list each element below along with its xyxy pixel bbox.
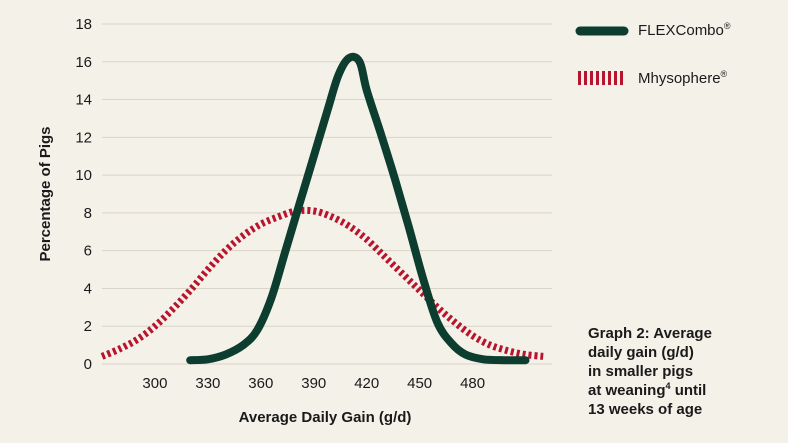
x-tick-label-450: 450 [407, 375, 432, 392]
y-tick-label-6: 6 [84, 243, 92, 260]
y-tick-label-8: 8 [84, 205, 92, 222]
legend-label-flexcombo: FLEXCombo® [638, 21, 731, 39]
caption-line: 13 weeks of age [588, 401, 703, 418]
x-tick-label-390: 390 [301, 375, 326, 392]
caption-line: at weaning4 until [588, 381, 707, 400]
x-tick-label-330: 330 [195, 375, 220, 392]
y-tick-label-0: 0 [84, 356, 92, 373]
x-axis-title: Average Daily Gain (g/d) [239, 409, 412, 426]
y-axis-title: Percentage of Pigs [37, 126, 54, 261]
legend-label-mhysophere: Mhysophere® [638, 69, 728, 87]
series-line-mhysophere [100, 206, 544, 360]
graph-caption: Graph 2: Average daily gain (g/d) in sma… [588, 324, 778, 419]
y-tick-label-2: 2 [84, 318, 92, 335]
y-tick-label-4: 4 [84, 280, 92, 297]
x-tick-label-480: 480 [460, 375, 485, 392]
x-tick-labels: 300 330 360 390 420 450 480 [142, 375, 485, 392]
y-tick-label-12: 12 [75, 129, 92, 146]
y-tick-label-14: 14 [75, 92, 92, 109]
y-tick-label-18: 18 [75, 16, 92, 33]
x-tick-label-360: 360 [248, 375, 273, 392]
y-tick-label-10: 10 [75, 167, 92, 184]
legend [575, 26, 629, 85]
y-tick-label-16: 16 [75, 54, 92, 71]
y-tick-labels: 0 2 4 6 8 10 12 14 16 18 [75, 16, 92, 373]
caption-line: daily gain (g/d) [588, 344, 694, 361]
caption-line: Graph 2: Average [588, 325, 712, 342]
x-tick-label-420: 420 [354, 375, 379, 392]
x-tick-label-300: 300 [142, 375, 167, 392]
series-lines [100, 52, 544, 365]
caption-line: in smaller pigs [588, 363, 694, 380]
series-line-flexcombo [186, 52, 530, 365]
